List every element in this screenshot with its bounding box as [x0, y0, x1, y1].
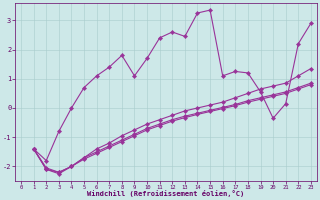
- X-axis label: Windchill (Refroidissement éolien,°C): Windchill (Refroidissement éolien,°C): [87, 190, 244, 197]
